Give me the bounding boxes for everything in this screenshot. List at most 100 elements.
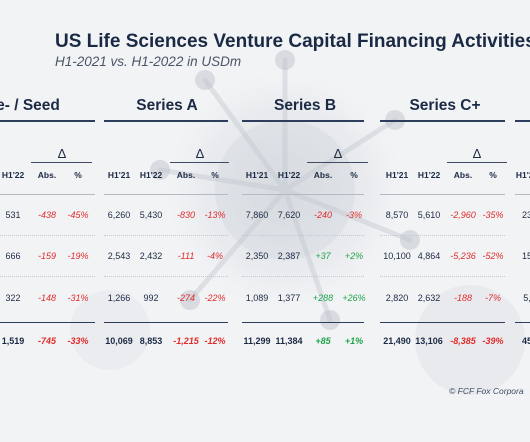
col-header-abs-c: Abs. bbox=[453, 170, 473, 180]
total-abs-change: -1,215 bbox=[173, 336, 199, 346]
total-rule-edge bbox=[515, 322, 530, 323]
cell-pct-change: -4% bbox=[206, 251, 224, 261]
cell-abs-change: -830 bbox=[176, 210, 196, 220]
total-h1-21: 11,299 bbox=[243, 336, 271, 346]
cell-abs-change: -159 bbox=[37, 251, 57, 261]
cell-pct-change: +26% bbox=[342, 293, 366, 303]
page-subtitle: H1-2021 vs. H1-2022 in USDm bbox=[55, 54, 242, 69]
col-header-h1-21-a: H1'21 bbox=[107, 170, 131, 180]
cell-h1-22: 2,387 bbox=[277, 251, 301, 261]
segment-title-b: Series B bbox=[273, 97, 337, 114]
col-header-h1-21-b: H1'21 bbox=[245, 170, 269, 180]
col-header-pct-seed: % bbox=[74, 170, 82, 180]
cell-pct-change: +2% bbox=[344, 251, 364, 261]
delta-underline-a bbox=[170, 162, 229, 163]
col-header-pct-b: % bbox=[350, 170, 358, 180]
cell-abs-change: -2,960 bbox=[450, 210, 476, 220]
total-abs-change: -745 bbox=[37, 336, 57, 346]
delta-underline-b bbox=[307, 162, 368, 163]
cell-abs-change: -148 bbox=[37, 293, 57, 303]
cell-pct-change: -35% bbox=[482, 210, 504, 220]
cell-h1-21: 10,100 bbox=[383, 251, 411, 261]
col-header-h1-22-a: H1'22 bbox=[139, 170, 163, 180]
total-pct-change: -39% bbox=[482, 336, 504, 346]
row-separator bbox=[380, 276, 505, 277]
total-abs-change: +85 bbox=[315, 336, 331, 346]
segment-rule-edge bbox=[515, 120, 530, 122]
cell-abs-change: -240 bbox=[313, 210, 333, 220]
segment-rule-b bbox=[242, 120, 364, 122]
cell-edge: 5, bbox=[523, 293, 530, 303]
total-pct-change: -33% bbox=[67, 336, 89, 346]
page-title: US Life Sciences Venture Capital Financi… bbox=[55, 31, 530, 52]
copyright-notice: © FCF Fox Corpora bbox=[449, 386, 524, 396]
total-h1-21: 10,069 bbox=[105, 336, 133, 346]
cell-abs-change: -438 bbox=[37, 210, 57, 220]
cell-h1-21: 1,089 bbox=[245, 293, 269, 303]
cell-pct-change: -3% bbox=[345, 210, 363, 220]
cell-abs-change: -111 bbox=[177, 251, 195, 261]
cell-h1-22: 1,377 bbox=[277, 293, 301, 303]
total-pct-change: -12% bbox=[204, 336, 226, 346]
cell-h1-21: 2,350 bbox=[245, 251, 269, 261]
row-separator bbox=[104, 235, 228, 236]
header-rule-a bbox=[104, 194, 228, 195]
cell-h1-21: 2,543 bbox=[107, 251, 131, 261]
total-rule-b bbox=[242, 322, 364, 323]
row-separator bbox=[242, 235, 364, 236]
segment-rule-seed bbox=[0, 120, 95, 122]
col-header-h1-21-c: H1'21 bbox=[385, 170, 409, 180]
cell-abs-change: -274 bbox=[176, 293, 196, 303]
cell-pct-change: -13% bbox=[204, 210, 226, 220]
col-header-h1-22-seed: H1'22 bbox=[1, 170, 25, 180]
row-separator bbox=[104, 276, 228, 277]
cell-pct-change: -45% bbox=[67, 210, 89, 220]
segment-rule-c bbox=[380, 120, 505, 122]
cell-pct-change: -7% bbox=[484, 293, 502, 303]
cell-edge: 15 bbox=[521, 251, 530, 261]
col-header-pct-a: % bbox=[211, 170, 219, 180]
cell-h1-21: 6,260 bbox=[107, 210, 131, 220]
cell-abs-change: -188 bbox=[453, 293, 473, 303]
segment-title-a: Series A bbox=[136, 97, 198, 114]
cell-h1-22: 666 bbox=[5, 251, 21, 261]
cell-h1-22: 7,620 bbox=[277, 210, 301, 220]
delta-underline-seed bbox=[31, 162, 92, 163]
row-separator bbox=[242, 276, 364, 277]
cell-abs-change: -5,236 bbox=[450, 251, 476, 261]
total-h1-22: 11,384 bbox=[275, 336, 303, 346]
col-header-abs-a: Abs. bbox=[176, 170, 196, 180]
total-rule-a bbox=[104, 322, 228, 323]
cell-h1-21: 7,860 bbox=[245, 210, 269, 220]
col-header-pct-c: % bbox=[489, 170, 497, 180]
cell-h1-22: 2,432 bbox=[139, 251, 163, 261]
total-pct-change: +1% bbox=[344, 336, 364, 346]
total-rule-c bbox=[380, 322, 505, 323]
delta-underline-c bbox=[447, 162, 507, 163]
col-header-edge: H1'21 bbox=[515, 170, 530, 180]
header-rule-seed bbox=[0, 194, 95, 195]
delta-symbol-seed: Δ bbox=[57, 146, 67, 161]
row-separator bbox=[380, 235, 505, 236]
cell-pct-change: -52% bbox=[482, 251, 504, 261]
header-rule-edge bbox=[515, 194, 530, 195]
header-rule-c bbox=[380, 194, 505, 195]
delta-symbol-a: Δ bbox=[195, 146, 205, 161]
cell-h1-22: 5,430 bbox=[139, 210, 163, 220]
cell-h1-22: 4,864 bbox=[417, 251, 441, 261]
total-edge: 45 bbox=[521, 336, 530, 346]
header-rule-b bbox=[242, 194, 364, 195]
cell-h1-22: 992 bbox=[143, 293, 159, 303]
cell-h1-22: 5,610 bbox=[417, 210, 441, 220]
cell-edge: 23 bbox=[521, 210, 530, 220]
cell-abs-change: +37 bbox=[315, 251, 331, 261]
total-h1-22: 8,853 bbox=[139, 336, 163, 346]
segment-title-seed: re- / Seed bbox=[0, 97, 60, 114]
segment-rule-a bbox=[104, 120, 228, 122]
total-rule-seed bbox=[0, 322, 95, 323]
cell-abs-change: +288 bbox=[312, 293, 334, 303]
cell-h1-21: 1,266 bbox=[107, 293, 131, 303]
segment-title-c: Series C+ bbox=[409, 97, 481, 114]
cell-h1-21: 2,820 bbox=[385, 293, 409, 303]
